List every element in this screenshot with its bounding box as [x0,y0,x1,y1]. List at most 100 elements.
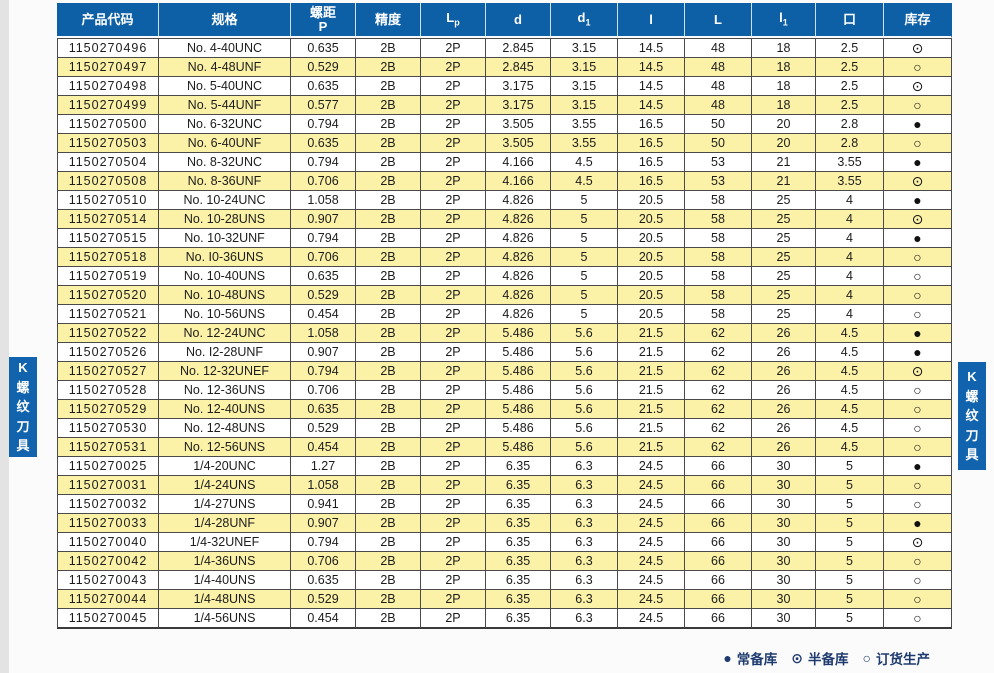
cell: 2P [421,324,486,343]
stock-symbol: ○ [884,96,952,115]
cell: No. 12-40UNS [159,400,291,419]
legend-label: 订货生产 [876,652,930,667]
cell: 6.3 [551,495,618,514]
table-row: 1150270526 No. I2-28UNF 0.907 2B 2P 5.486 5.6 2… [57,343,952,362]
col-header-stock: 库存 [884,3,952,38]
cell: 2P [421,552,486,571]
stock-symbol: ○ [884,552,952,571]
cell: 2B [356,381,421,400]
cell: 30 [752,590,816,609]
cell: 4.5 [816,343,884,362]
cell: 0.706 [291,172,356,191]
cell: 21 [752,153,816,172]
stock-symbol: ○ [884,248,952,267]
cell: No. 12-36UNS [159,381,291,400]
cell: 16.5 [618,134,685,153]
cell: 1150270043 [57,571,159,590]
cell: 2B [356,495,421,514]
table-row: 1150270032 1/4-27UNS 0.941 2B 2P 6.35 6.3 24.5 6… [57,495,952,514]
section-tab-thread-tools-right[interactable]: K螺纹刀具 [958,362,986,470]
cell: 20.5 [618,305,685,324]
cell: 5 [551,248,618,267]
col-header-subscript: p [454,17,460,28]
table-row: 1150270043 1/4-40UNS 0.635 2B 2P 6.35 6.3 24.5 6… [57,571,952,590]
cell: 24.5 [618,609,685,629]
cell: 66 [685,571,752,590]
cell: 1/4-20UNC [159,457,291,476]
cell: 3.175 [486,77,551,96]
cell: 20.5 [618,210,685,229]
cell: 2B [356,229,421,248]
cell: 2B [356,457,421,476]
section-tab-thread-tools-left[interactable]: K螺纹刀具 [9,357,37,457]
cell: 0.635 [291,400,356,419]
cell: 25 [752,229,816,248]
stock-symbol: ⊙ [884,172,952,191]
col-header-d: d [486,3,551,38]
col-header-l1: l1 [752,3,816,38]
cell: 1/4-28UNF [159,514,291,533]
cell: 2P [421,571,486,590]
cell: 26 [752,362,816,381]
cell: 2B [356,267,421,286]
stock-symbol: ● [884,457,952,476]
cell: 20.5 [618,267,685,286]
cell: 62 [685,419,752,438]
cell: 0.794 [291,115,356,134]
table-row: 1150270514 No. 10-28UNS 0.907 2B 2P 4.826 5 20.… [57,210,952,229]
cell: 4.166 [486,172,551,191]
stock-symbol: ⊙ [884,38,952,58]
col-header-precision: 精度 [356,3,421,38]
cell: 4 [816,229,884,248]
table-row: 1150270515 No. 10-32UNF 0.794 2B 2P 4.826 5 20.… [57,229,952,248]
cell: No. 10-32UNF [159,229,291,248]
cell: 2B [356,476,421,495]
cell: 2P [421,514,486,533]
cell: 2B [356,172,421,191]
table-row: 1150270531 No. 12-56UNS 0.454 2B 2P 5.486 5.6 2… [57,438,952,457]
stock-symbol: ○ [884,590,952,609]
legend-label: 常备库 [736,652,778,667]
table-row: 1150270519 No. 10-40UNS 0.635 2B 2P 4.826 5 20.… [57,267,952,286]
cell: 2P [421,286,486,305]
cell: 26 [752,381,816,400]
cell: No. I0-36UNS [159,248,291,267]
cell: 4.826 [486,286,551,305]
cell: 3.15 [551,38,618,58]
cell: 2B [356,58,421,77]
cell: 5 [816,476,884,495]
cell: 2B [356,533,421,552]
cell: 2P [421,476,486,495]
cell: 2B [356,514,421,533]
cell: 1/4-48UNS [159,590,291,609]
stock-symbol: ● [884,514,952,533]
cell: 24.5 [618,457,685,476]
cell: 0.907 [291,514,356,533]
table-row: 1150270040 1/4-32UNEF 0.794 2B 2P 6.35 6.3 24.5… [57,533,952,552]
stock-legend: ● 常备库 ⊙ 半备库 ○ 订货生产 [723,648,930,668]
cell: 21.5 [618,343,685,362]
cell: 6.35 [486,457,551,476]
cell: 4.5 [816,438,884,457]
stock-symbol: ⊙ [884,362,952,381]
cell: 24.5 [618,495,685,514]
cell: 2P [421,438,486,457]
cell: 1150270520 [57,286,159,305]
cell: 1150270521 [57,305,159,324]
cell: 5 [551,210,618,229]
cell: 30 [752,457,816,476]
section-tab-label: K螺纹刀具 [965,369,979,463]
cell: 18 [752,38,816,58]
cell: 4.5 [816,362,884,381]
cell: No. 10-40UNS [159,267,291,286]
cell: 53 [685,172,752,191]
cell: No. 6-40UNF [159,134,291,153]
cell: 0.794 [291,362,356,381]
cell: 2B [356,210,421,229]
cell: 1150270044 [57,590,159,609]
cell: 58 [685,267,752,286]
cell: 1.058 [291,324,356,343]
cell: 18 [752,58,816,77]
cell: 2B [356,609,421,629]
stock-symbol: ● [884,229,952,248]
